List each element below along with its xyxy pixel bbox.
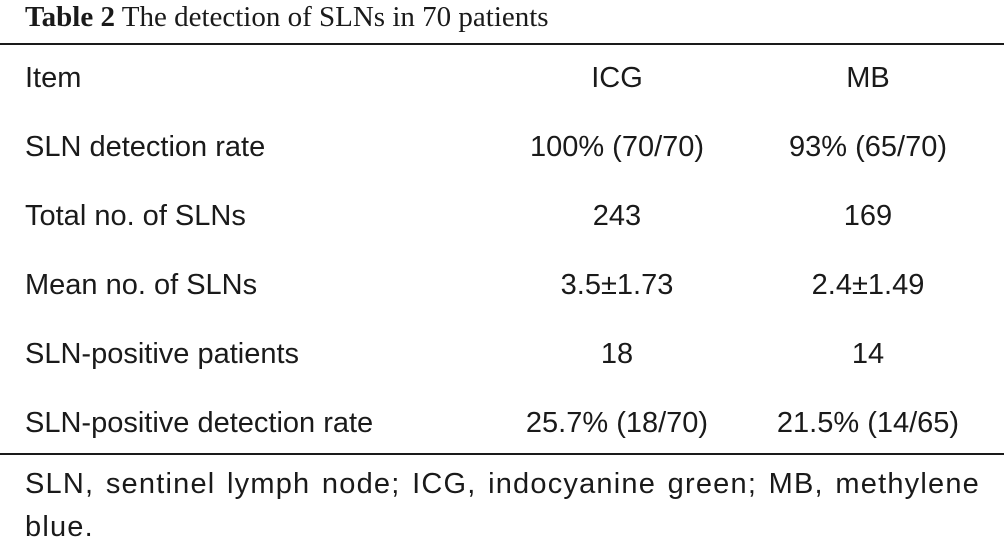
- table-row: SLN-positive patients 18 14: [0, 321, 1004, 390]
- row-label: SLN detection rate: [25, 131, 266, 163]
- table-caption: Table 2 The detection of SLNs in 70 pati…: [25, 0, 549, 34]
- header-icg: ICG: [591, 62, 643, 94]
- table-row: SLN detection rate 100% (70/70) 93% (65/…: [0, 114, 1004, 183]
- mb-value: 2.4±1.49: [811, 269, 925, 301]
- icg-value: 100% (70/70): [529, 131, 705, 163]
- mb-value: 169: [843, 200, 893, 232]
- table-row: SLN-positive detection rate 25.7% (18/70…: [0, 390, 1004, 459]
- table-footnote: SLN, sentinel lymph node; ICG, indocyani…: [25, 468, 980, 543]
- bottom-rule: [0, 453, 1004, 455]
- mb-value: 93% (65/70): [789, 131, 947, 163]
- top-rule: [0, 43, 1004, 45]
- mb-value: 14: [851, 338, 885, 370]
- row-label: Total no. of SLNs: [25, 200, 246, 232]
- header-item: Item: [25, 62, 82, 94]
- row-label: SLN-positive detection rate: [25, 407, 374, 439]
- icg-value: 3.5±1.73: [560, 269, 674, 301]
- data-table: Item ICG MB SLN detection rate 100% (70/…: [0, 45, 1004, 459]
- table-row: Mean no. of SLNs 3.5±1.73 2.4±1.49: [0, 252, 1004, 321]
- icg-value: 243: [592, 200, 642, 232]
- table-title: The detection of SLNs in 70 patients: [121, 1, 549, 33]
- header-row: Item ICG MB: [0, 45, 1004, 114]
- mb-value: 21.5% (14/65): [776, 407, 960, 439]
- table-number: Table 2: [25, 1, 115, 33]
- row-label: SLN-positive patients: [25, 338, 300, 370]
- table-row: Total no. of SLNs 243 169: [0, 183, 1004, 252]
- icg-value: 18: [600, 338, 634, 370]
- row-label: Mean no. of SLNs: [25, 269, 258, 301]
- icg-value: 25.7% (18/70): [525, 407, 709, 439]
- header-mb: MB: [846, 62, 890, 94]
